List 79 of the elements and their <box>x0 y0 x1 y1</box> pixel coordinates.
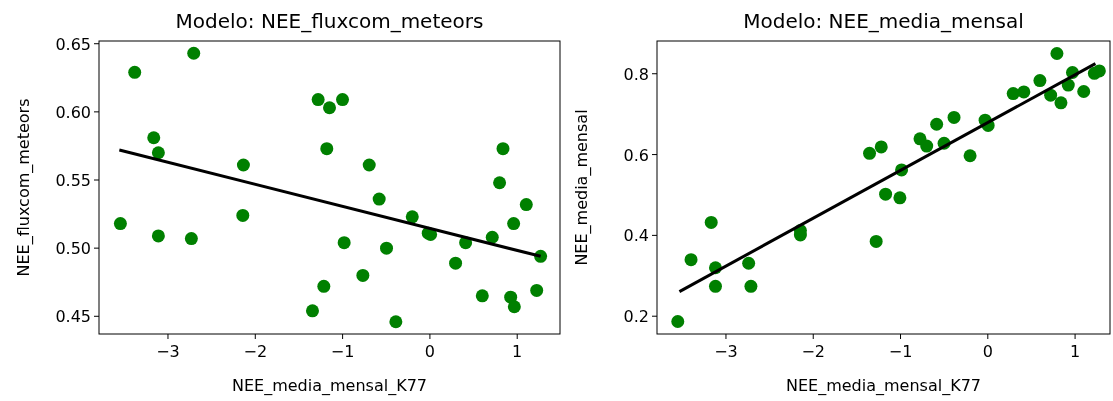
point <box>684 253 698 267</box>
point <box>947 110 961 124</box>
point <box>151 146 165 160</box>
point <box>485 230 499 244</box>
point <box>380 241 394 255</box>
point <box>475 289 489 303</box>
x-tick-label: −1 <box>888 342 913 361</box>
point <box>305 304 319 318</box>
point <box>879 187 893 201</box>
point <box>236 208 250 222</box>
y-tick-label: 0.6 <box>623 145 649 165</box>
point <box>704 215 718 229</box>
point <box>507 300 521 314</box>
chart-title: Modelo: NEE_fluxcom_meteors <box>175 9 484 33</box>
point <box>671 314 685 328</box>
point <box>1006 87 1020 101</box>
point <box>405 210 419 224</box>
point <box>311 93 325 107</box>
point <box>184 232 198 246</box>
point <box>496 142 510 156</box>
point <box>1044 88 1058 102</box>
point <box>1033 74 1047 88</box>
x-tick-label: −2 <box>243 342 268 361</box>
point <box>869 234 883 248</box>
point <box>493 176 507 190</box>
y-axis-title: NEE_fluxcom_meteors <box>14 98 34 277</box>
point <box>317 279 331 293</box>
point <box>1050 47 1064 61</box>
point <box>920 139 934 153</box>
point <box>113 217 127 231</box>
y-tick-label: 0.55 <box>55 171 91 190</box>
point <box>356 268 370 282</box>
point <box>963 149 977 163</box>
point <box>323 101 336 115</box>
y-axis-title: NEE_media_mensal <box>572 109 592 266</box>
point <box>389 315 403 329</box>
point <box>744 279 758 293</box>
x-tick-label: 0 <box>424 342 435 361</box>
chart-title: Modelo: NEE_media_mensal <box>743 9 1024 33</box>
x-tick-label: 1 <box>1069 342 1081 361</box>
point <box>893 191 907 205</box>
y-tick-label: 0.65 <box>55 34 91 54</box>
y-tick-label: 0.2 <box>623 307 649 327</box>
point <box>187 46 201 60</box>
point <box>863 146 877 160</box>
x-tick-label: 0 <box>982 342 993 361</box>
point <box>151 229 165 243</box>
point <box>147 131 161 145</box>
point <box>530 283 544 297</box>
point <box>930 117 944 131</box>
point <box>128 65 142 79</box>
y-tick-label: 0.4 <box>623 226 649 246</box>
point <box>1054 96 1068 110</box>
point <box>519 198 533 212</box>
y-tick-label: 0.50 <box>55 239 91 259</box>
point <box>1092 64 1106 78</box>
point <box>1017 85 1031 99</box>
x-tick-label: −3 <box>714 342 738 361</box>
x-axis-title: NEE_media_mensal_K77 <box>231 376 428 396</box>
x-axis-title: NEE_media_mensal_K77 <box>785 376 982 396</box>
point <box>236 158 250 172</box>
point <box>742 256 756 270</box>
x-tick-label: 1 <box>512 342 523 361</box>
point <box>507 217 521 231</box>
y-tick-label: 0.60 <box>55 102 91 122</box>
point <box>449 256 463 270</box>
y-tick-label: 0.45 <box>55 307 91 327</box>
x-tick-label: −3 <box>156 342 180 361</box>
point <box>362 158 376 172</box>
x-tick-label: −1 <box>330 342 355 361</box>
point <box>336 93 350 107</box>
point <box>874 140 888 154</box>
point <box>708 279 722 293</box>
point <box>1077 85 1091 98</box>
point <box>320 142 334 156</box>
x-tick-label: −2 <box>801 342 826 361</box>
point <box>337 236 351 250</box>
y-tick-label: 0.8 <box>623 64 649 84</box>
point <box>372 192 386 206</box>
